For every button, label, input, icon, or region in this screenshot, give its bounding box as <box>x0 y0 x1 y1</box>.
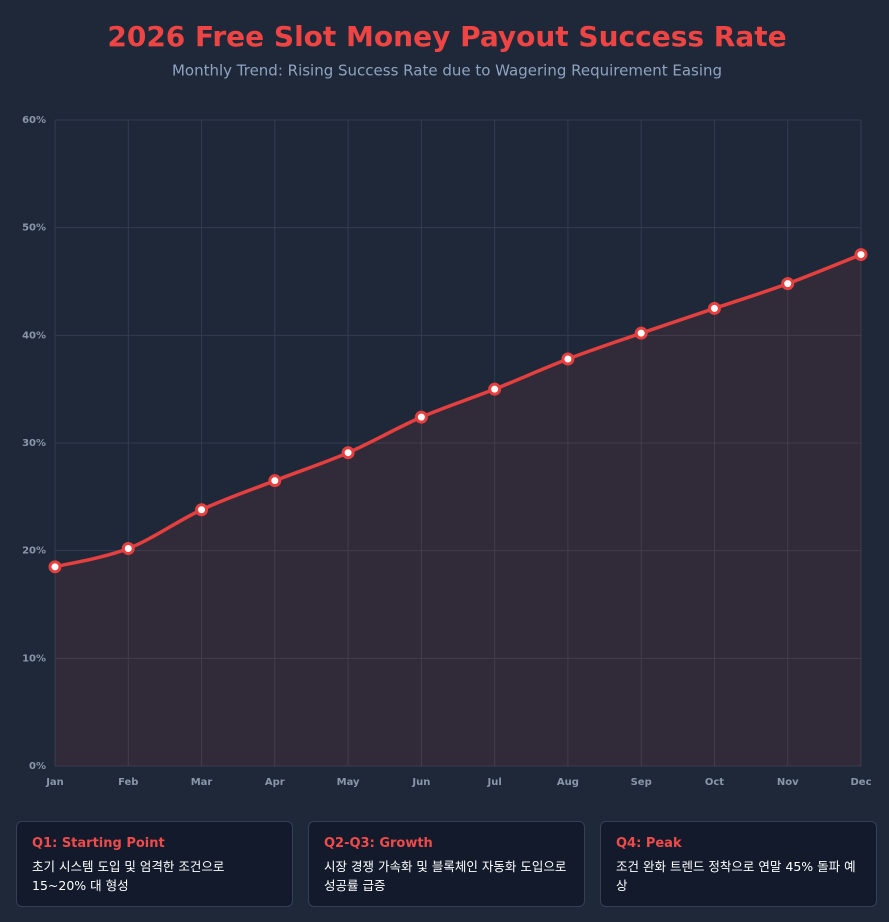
x-tick-label: Jun <box>411 777 430 788</box>
point <box>414 410 428 424</box>
card-title: Q1: Starting Point <box>32 836 165 851</box>
point <box>488 382 502 396</box>
point <box>48 560 62 574</box>
card-text: 조건 완화 트렌드 정착으로 연말 45% 돌파 예상 <box>616 859 856 893</box>
point <box>854 248 868 262</box>
chart-subtitle: Monthly Trend: Rising Success Rate due t… <box>172 62 722 80</box>
x-tick-label: Jan <box>45 777 64 788</box>
chart-title: 2026 Free Slot Money Payout Success Rate <box>107 20 786 53</box>
x-tick-label: Jul <box>486 777 501 788</box>
y-tick-label: 40% <box>22 330 46 341</box>
y-tick-label: 10% <box>22 653 46 664</box>
x-tick-label: May <box>337 777 360 788</box>
card-text: 초기 시스템 도입 및 엄격한 조건으로 15~20% 대 형성 <box>32 859 225 893</box>
y-tick-label: 20% <box>22 546 46 557</box>
card-title: Q4: Peak <box>616 836 682 851</box>
chart: 2026 Free Slot Money Payout Success Rate… <box>22 20 872 788</box>
y-tick-label: 50% <box>22 223 46 234</box>
card: Q1: Starting Point 초기 시스템 도입 및 엄격한 조건으로 … <box>16 821 293 907</box>
x-tick-label: Mar <box>191 777 213 788</box>
point <box>268 474 282 488</box>
x-tick-label: Aug <box>557 777 579 788</box>
point <box>341 446 355 460</box>
card: Q2-Q3: Growth 시장 경쟁 가속화 및 블록체인 자동화 도입으로 … <box>308 821 585 907</box>
x-tick-label: Dec <box>850 777 871 788</box>
point <box>121 542 135 556</box>
card-title: Q2-Q3: Growth <box>324 836 433 851</box>
area <box>55 254 861 767</box>
card-text: 시장 경쟁 가속화 및 블록체인 자동화 도입으로 성공률 급증 <box>324 859 567 893</box>
y-tick-label: 30% <box>22 438 46 449</box>
card: Q4: Peak 조건 완화 트렌드 정착으로 연말 45% 돌파 예상 <box>600 821 877 907</box>
y-tick-label: 0% <box>29 761 46 772</box>
point <box>195 503 209 517</box>
point <box>781 277 795 291</box>
x-tick-label: Nov <box>777 777 799 788</box>
y-tick-label: 60% <box>22 115 46 126</box>
x-tick-label: Sep <box>631 777 652 788</box>
x-tick-label: Feb <box>118 777 138 788</box>
x-tick-label: Apr <box>265 777 285 788</box>
point <box>707 301 721 315</box>
point <box>561 352 575 366</box>
x-tick-label: Oct <box>705 777 724 788</box>
point <box>634 326 648 340</box>
card-row: Q1: Starting Point 초기 시스템 도입 및 엄격한 조건으로 … <box>16 821 877 907</box>
